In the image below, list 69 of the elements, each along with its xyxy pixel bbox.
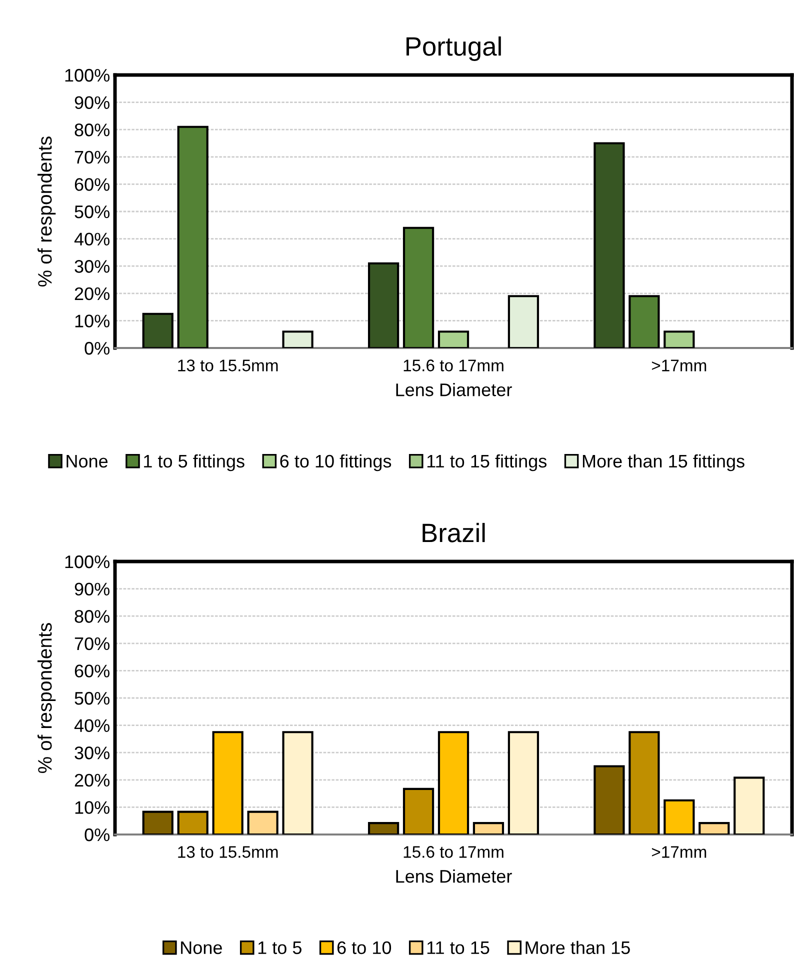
- chart-title: Portugal: [406, 36, 501, 62]
- bar: [472, 822, 504, 834]
- x-axis-title: Lens Diameter: [396, 869, 512, 883]
- bar: [142, 810, 174, 834]
- y-tick-label: 80%: [74, 124, 110, 136]
- y-tick-label: 100%: [65, 68, 110, 82]
- bar: [282, 330, 314, 348]
- y-tick-label: 40%: [74, 232, 110, 246]
- y-tick-label: 10%: [75, 801, 110, 814]
- bar: [508, 731, 540, 834]
- bar: [402, 226, 434, 348]
- x-tick-label: >17mm: [652, 360, 706, 372]
- legend-label: 11 to 15: [427, 942, 490, 954]
- bar: [664, 799, 695, 834]
- y-tick-label: 0%: [84, 828, 110, 842]
- bar: [664, 330, 695, 348]
- y-tick-label: 60%: [74, 178, 110, 191]
- y-tick-label: 20%: [74, 774, 110, 787]
- bar: [402, 788, 434, 834]
- legend-label: None: [181, 942, 222, 954]
- y-tick-label: 50%: [74, 692, 110, 705]
- y-tick-label: 90%: [74, 96, 110, 110]
- legend-label: 11 to 15 fittings: [427, 454, 547, 472]
- legend-label: None: [66, 455, 108, 468]
- x-axis-title: Lens Diameter: [396, 382, 512, 396]
- chart-title: Brazil: [422, 522, 485, 542]
- legend-label: More than 15: [526, 940, 630, 954]
- y-tick-label: 50%: [74, 205, 110, 218]
- legend-label: 1 to 5: [258, 942, 302, 954]
- y-tick-label: 20%: [74, 287, 110, 300]
- y-tick-label: 30%: [74, 260, 110, 273]
- y-tick-label: 60%: [74, 664, 110, 678]
- legend-label: More than 15 fittings: [582, 454, 744, 472]
- bar: [247, 810, 278, 834]
- y-tick-label: 30%: [74, 746, 110, 760]
- bar: [177, 810, 208, 834]
- legend-label: 6 to 10 fittings: [280, 454, 392, 472]
- x-tick-label: 13 to 15.5mm: [178, 360, 278, 372]
- x-tick-label: >17mm: [652, 846, 706, 858]
- bar: [438, 731, 470, 834]
- bar: [698, 822, 730, 834]
- bar: [142, 312, 174, 348]
- y-axis-title: % of respondents: [38, 136, 56, 286]
- bar: [212, 731, 244, 834]
- y-tick-label: 40%: [74, 719, 110, 732]
- y-axis-title: % of respondents: [38, 623, 56, 773]
- bar: [438, 330, 470, 348]
- bar: [734, 776, 765, 834]
- bar: [628, 731, 660, 834]
- y-tick-label: 10%: [75, 314, 110, 328]
- bar: [282, 731, 314, 834]
- bar: [368, 262, 400, 348]
- bar: [508, 295, 540, 348]
- bar: [594, 765, 625, 834]
- y-tick-label: 70%: [74, 150, 110, 164]
- y-tick-label: 100%: [65, 555, 110, 568]
- y-tick-label: 0%: [84, 342, 110, 355]
- bar: [368, 822, 400, 834]
- y-tick-label: 70%: [74, 637, 110, 650]
- bar: [177, 126, 208, 348]
- legend-label: 6 to 10: [337, 941, 392, 954]
- bar: [594, 142, 625, 348]
- legend-label: 1 to 5 fittings: [144, 454, 244, 472]
- y-tick-label: 80%: [74, 610, 110, 623]
- x-tick-label: 13 to 15.5mm: [178, 846, 278, 858]
- bar: [628, 295, 660, 348]
- x-tick-label: 15.6 to 17mm: [404, 360, 504, 372]
- y-tick-label: 90%: [74, 582, 110, 596]
- x-tick-label: 15.6 to 17mm: [404, 846, 504, 858]
